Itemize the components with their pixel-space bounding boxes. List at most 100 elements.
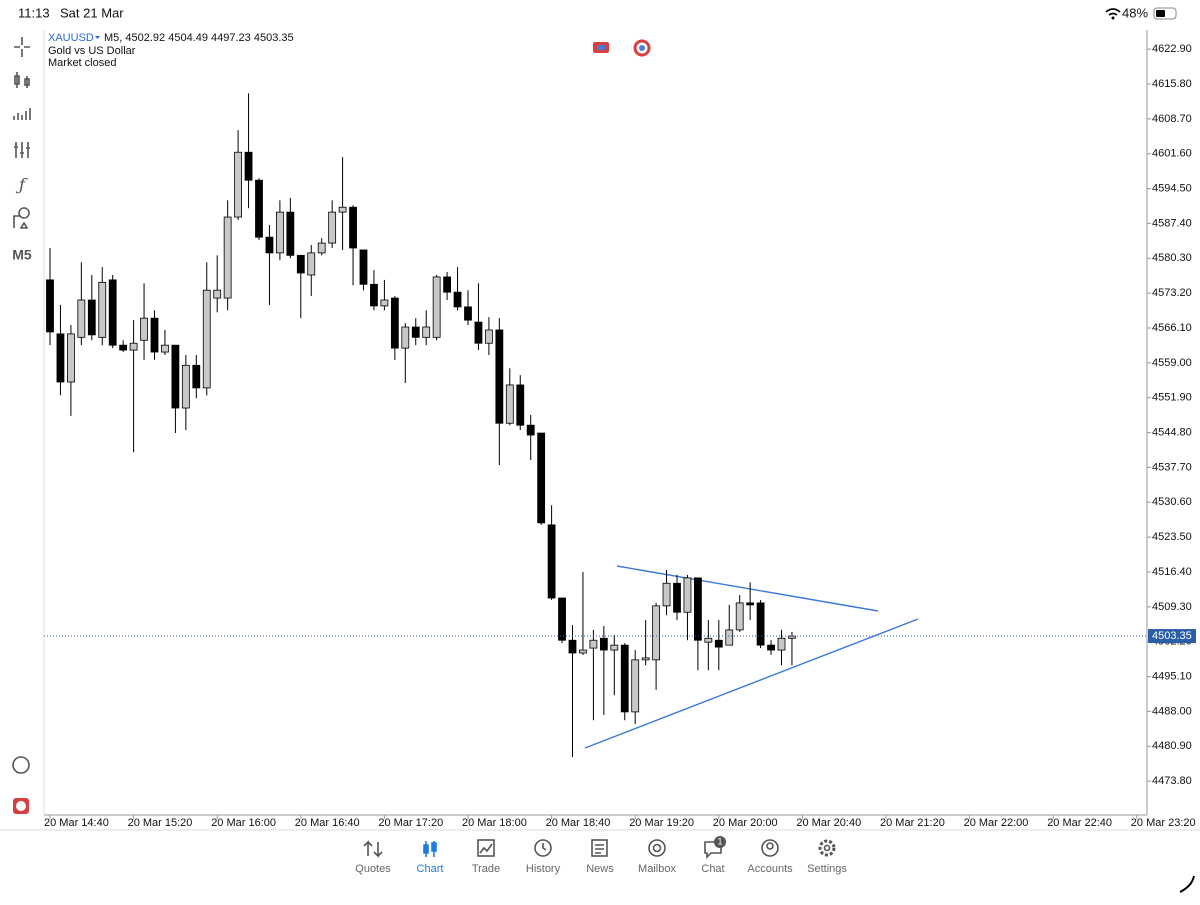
depth-button[interactable] <box>633 39 651 57</box>
candle-body <box>411 326 420 338</box>
objects-tool[interactable] <box>13 207 30 229</box>
history-hands <box>542 843 547 851</box>
candle-body <box>777 637 786 651</box>
candle-body <box>119 344 128 351</box>
candle-body <box>161 344 169 353</box>
one-click-inner <box>597 45 605 50</box>
candle-body <box>767 644 775 651</box>
nav-item[interactable]: History <box>526 863 561 875</box>
symbol[interactable]: XAUUSD <box>48 32 94 44</box>
candle-body <box>443 276 452 293</box>
candle-body <box>432 276 441 338</box>
y-tick-label: 4559.00 <box>1152 357 1192 369</box>
candle-body <box>599 637 608 651</box>
candle-body <box>474 321 483 344</box>
symbol-dropdown[interactable] <box>95 36 100 39</box>
trendline-lower[interactable] <box>584 618 919 749</box>
trade-signals-button[interactable] <box>12 756 30 774</box>
candle-body <box>516 384 525 426</box>
quotes-icon <box>363 840 383 858</box>
candle-body <box>171 344 180 409</box>
nav-item[interactable]: Chart <box>417 863 444 875</box>
candle-body <box>652 605 660 661</box>
y-tick-label: 4615.80 <box>1152 78 1192 90</box>
y-tick-label: 4488.00 <box>1152 705 1192 717</box>
y-tick-label: 4537.70 <box>1152 461 1192 473</box>
candle-body <box>641 657 650 661</box>
candle-body <box>526 424 535 436</box>
indicators-tool[interactable] <box>14 72 30 88</box>
candle-body <box>307 252 316 276</box>
volume-tool[interactable] <box>13 108 31 120</box>
nav-item[interactable]: Mailbox <box>638 863 676 875</box>
trade-icon-frame <box>477 839 495 857</box>
candle-body <box>631 659 640 713</box>
battery-level: 48% <box>1122 5 1148 20</box>
y-tick-label: 4509.30 <box>1152 601 1192 613</box>
candle-body <box>558 597 566 641</box>
candle-body <box>390 297 399 349</box>
x-tick-label: 20 Mar 15:20 <box>128 817 193 829</box>
timeframe-button[interactable]: M5 <box>12 247 32 263</box>
candle-body <box>484 329 493 344</box>
candle-body <box>370 283 378 307</box>
candle-body <box>244 151 253 181</box>
settings-tool[interactable] <box>14 142 30 158</box>
candle-body <box>547 524 556 599</box>
clock: 11:13 <box>18 5 50 20</box>
y-tick-label: 4516.40 <box>1152 566 1192 578</box>
y-tick-label: 4480.90 <box>1152 740 1192 752</box>
x-tick-label: 20 Mar 20:00 <box>713 817 778 829</box>
trendline-upper[interactable] <box>616 565 879 612</box>
nav-item[interactable]: Chat <box>701 863 724 875</box>
y-tick-label: 4473.80 <box>1152 775 1192 787</box>
x-tick-label: 20 Mar 20:40 <box>796 817 861 829</box>
y-tick-label: 4573.20 <box>1152 287 1192 299</box>
nav-item[interactable]: News <box>586 863 614 875</box>
crosshair-tool[interactable] <box>14 37 30 57</box>
candle-body <box>265 236 274 254</box>
y-tick-label: 4587.40 <box>1152 217 1192 229</box>
candle-body <box>725 629 734 646</box>
y-tick-label: 4551.90 <box>1152 392 1192 404</box>
nav-item[interactable]: Quotes <box>355 863 391 875</box>
home-indicator <box>1179 875 1195 893</box>
x-tick-label: 20 Mar 19:20 <box>629 817 694 829</box>
nav-icons: 1 <box>363 836 836 859</box>
candle-body <box>380 299 389 307</box>
y-tick-label: 4544.80 <box>1152 426 1192 438</box>
current-price-box <box>1148 629 1196 644</box>
candle-body <box>275 211 284 254</box>
x-tick-label: 20 Mar 22:40 <box>1047 817 1112 829</box>
x-tick-label: 20 Mar 18:40 <box>546 817 611 829</box>
candle-body <box>505 384 514 424</box>
nav-item[interactable]: Accounts <box>747 863 793 875</box>
function-tool[interactable]: ƒ <box>15 176 28 196</box>
candle-body <box>735 602 744 631</box>
candle-body <box>359 249 368 285</box>
nav-item[interactable]: Settings <box>807 863 847 875</box>
news-icon <box>591 839 608 857</box>
history-icon <box>534 839 552 857</box>
symbol-description: Gold vs US Dollar <box>48 45 136 57</box>
candle-body <box>150 317 159 353</box>
x-tick-label: 20 Mar 21:20 <box>880 817 945 829</box>
candle-body <box>56 333 65 383</box>
y-tick-label: 4530.60 <box>1152 496 1192 508</box>
candle-body <box>464 306 472 321</box>
candle-body <box>67 333 75 383</box>
nav-item[interactable]: Trade <box>472 863 500 875</box>
candle-body <box>453 291 462 308</box>
x-tick-label: 20 Mar 17:20 <box>378 817 443 829</box>
y-tick-label: 4594.50 <box>1152 182 1192 194</box>
price-info: M5, 4502.92 4504.49 4497.23 4503.35 <box>104 32 294 44</box>
candle-body <box>756 602 765 646</box>
candle-body <box>98 281 107 338</box>
candle-body <box>328 211 337 244</box>
candle-body <box>620 644 629 713</box>
x-tick-label: 20 Mar 16:00 <box>211 817 276 829</box>
candle-body <box>140 317 148 341</box>
left-toolbar: ƒ M5 <box>12 37 32 814</box>
app-button-center <box>16 801 26 811</box>
